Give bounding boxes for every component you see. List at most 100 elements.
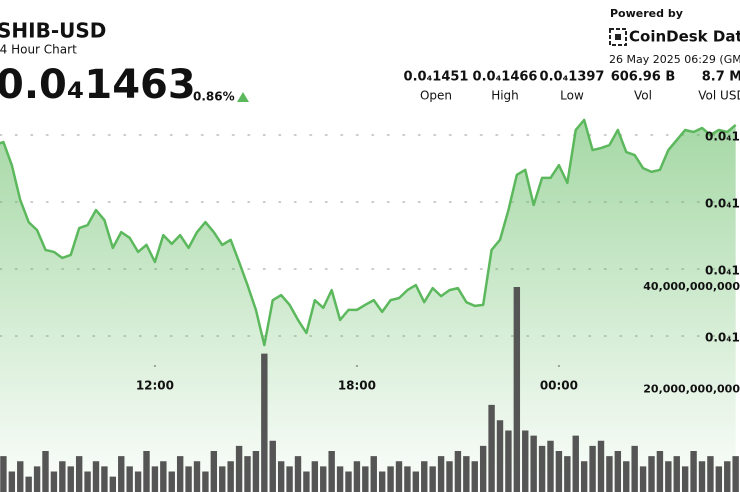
volume-bar — [538, 445, 546, 492]
stat-label: Low — [560, 89, 584, 103]
volume-bar — [513, 287, 521, 492]
volume-bar — [17, 461, 24, 492]
stat-label: Vol USD — [698, 89, 740, 103]
volume-bar — [126, 466, 133, 492]
volume-bar — [75, 456, 83, 492]
volume-bar — [648, 456, 655, 492]
y2-tick-label: 20,000,000,000 — [643, 383, 740, 396]
price-change: 0.86% — [193, 90, 235, 104]
volume-bar — [580, 461, 588, 492]
volume-bar — [614, 451, 622, 492]
y-tick-label: 0.0₄142 — [705, 264, 740, 278]
volume-bar — [143, 451, 150, 492]
plot-area: 12:00 18:00 00:00 0.0₄140 0.0₄142 0.0₄144 0.0₄… — [0, 118, 740, 492]
volume-bar — [698, 461, 706, 492]
volume-bar — [639, 466, 647, 492]
volume-bar — [84, 471, 91, 492]
x-tick-label: 00:00 — [540, 379, 578, 393]
volume-bar — [656, 451, 664, 492]
volume-bar — [25, 476, 32, 492]
price-line — [0, 118, 737, 347]
volume-bar — [412, 471, 420, 492]
stat-value: 0.0₄1466 — [473, 70, 538, 85]
volume-bar — [235, 445, 243, 492]
brand-name: CoinDesk Data — [629, 28, 740, 46]
volume-bar — [92, 461, 100, 492]
volume-bar — [404, 466, 411, 492]
volume-bar — [378, 471, 386, 492]
stat-value: 0.0₄1451 — [404, 70, 469, 85]
volume-bar — [707, 456, 714, 492]
volume-bar — [261, 353, 268, 492]
stat-label: Vol — [634, 89, 652, 103]
stat-value: 606.96 B — [611, 70, 676, 85]
volume-bar — [101, 466, 108, 492]
volume-bar — [606, 456, 613, 492]
volume-bar — [202, 471, 209, 492]
volume-bar — [8, 471, 16, 492]
volume-bar — [328, 451, 335, 492]
stat-value: 0.0₄1397 — [540, 70, 605, 85]
current-price: 0.0₄1463 — [0, 62, 196, 108]
volume-bar — [185, 466, 192, 492]
volume-bar — [160, 461, 167, 492]
y-tick-label: 0.0₄144 — [705, 197, 740, 211]
volume-bar — [673, 456, 680, 492]
volume-bar — [311, 461, 319, 492]
volume-bar — [286, 466, 293, 492]
volume-bar — [151, 466, 159, 492]
volume-bar — [210, 451, 218, 492]
y-tick-label: 0.0₄140 — [705, 331, 740, 345]
volume-bar — [496, 420, 504, 492]
chart-title: SHIB-USD — [0, 19, 106, 43]
stat-label: High — [491, 89, 519, 103]
volume-bar — [597, 440, 605, 492]
volume-bar — [42, 451, 49, 492]
volume-bar — [269, 440, 276, 492]
volume-bar — [277, 461, 285, 492]
volume-bar — [454, 451, 462, 492]
up-arrow — [237, 92, 249, 102]
volume-bar — [732, 456, 739, 492]
volume-bar — [227, 461, 234, 492]
volume-bar — [547, 440, 554, 492]
volume-bar — [488, 404, 495, 492]
volume-bar — [244, 456, 251, 492]
volume-bar — [505, 430, 512, 492]
stat-value: 8.7 M — [702, 70, 740, 85]
volume-bar — [421, 461, 428, 492]
volume-bar — [118, 456, 125, 492]
volume-bar — [345, 471, 352, 492]
volume-bar — [294, 456, 302, 492]
volume-bar — [33, 466, 41, 492]
volume-bar — [67, 466, 74, 492]
volume-bar — [59, 461, 66, 492]
volume-bar — [176, 456, 184, 492]
price-area — [0, 119, 736, 492]
volume-bar — [353, 461, 361, 492]
volume-bar — [387, 466, 394, 492]
volume-bar — [0, 456, 7, 492]
x-tick-label: 12:00 — [136, 379, 174, 393]
volume-bar — [50, 471, 58, 492]
volume-bar — [690, 451, 697, 492]
volume-bar — [303, 471, 310, 492]
stats-bar: 0.0₄1451 Open 0.0₄1466 High 0.0₄1397 Low 606.9… — [404, 70, 740, 103]
volume-bar — [555, 451, 563, 492]
volume-bar — [219, 466, 226, 492]
volume-bar — [134, 471, 142, 492]
volume-bar — [572, 435, 579, 492]
volume-bar — [665, 461, 672, 492]
volume-bar — [320, 466, 327, 492]
x-tick-label: 18:00 — [338, 379, 376, 393]
volume-bar — [715, 466, 723, 492]
volume-bar — [395, 461, 403, 492]
volume-bar — [463, 456, 470, 492]
volume-bar — [193, 461, 201, 492]
y-tick-label: 0.0₄146 — [705, 130, 740, 144]
volume-bar — [530, 435, 537, 492]
volume-bar — [252, 451, 260, 492]
volume-bar — [446, 461, 453, 492]
